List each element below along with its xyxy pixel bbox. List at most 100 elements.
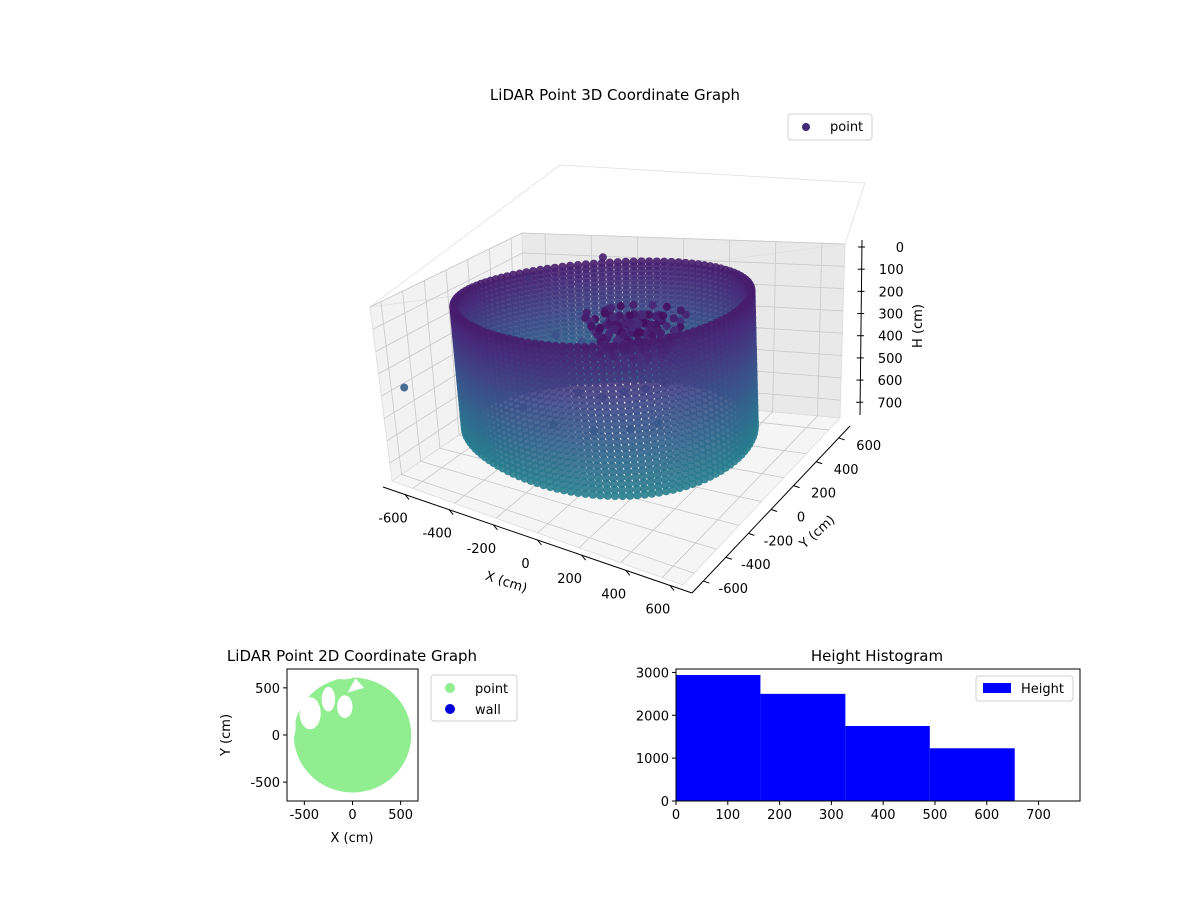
- tick-label-x: 500: [388, 808, 413, 823]
- grid-z-line: [372, 252, 845, 330]
- tick-label-x: -400: [422, 527, 452, 542]
- scatter-point: [638, 311, 647, 320]
- wall-point: [672, 362, 681, 371]
- wall-point: [671, 430, 680, 439]
- wall-point: [648, 416, 657, 425]
- tick-label-y: -600: [719, 582, 749, 597]
- wall-point: [650, 440, 659, 449]
- wall-point: [645, 459, 654, 468]
- scatter-point: [659, 311, 668, 320]
- hist-axes-frame: [675, 668, 1081, 802]
- tick-x: [492, 524, 498, 531]
- tick-label-y: -200: [764, 534, 794, 549]
- wall-point: [670, 424, 679, 433]
- wall-point: [673, 374, 682, 383]
- wall-point: [681, 469, 690, 479]
- point-cloud-disc: [293, 677, 412, 793]
- wall-point: [649, 428, 658, 437]
- wall-point: [668, 394, 677, 403]
- tick-label-y: -500: [250, 776, 280, 791]
- tick-y: [793, 485, 800, 489]
- wall-point: [618, 491, 627, 501]
- wall-point: [661, 487, 671, 496]
- wall-point: [636, 448, 645, 457]
- wall-point: [631, 473, 640, 482]
- wall-point: [611, 420, 620, 429]
- tick-label-y: 200: [811, 487, 836, 502]
- wall-point: [622, 377, 631, 386]
- scatter-point: [671, 326, 680, 335]
- wall-point: [678, 434, 687, 443]
- wall-point: [687, 473, 697, 483]
- plot2d-legend-label-point: point: [475, 682, 508, 697]
- wall-point: [669, 406, 678, 415]
- plot2d-legend: point wall: [430, 674, 518, 722]
- wall-point: [552, 484, 562, 493]
- wall-point: [681, 390, 690, 399]
- tick-y: [725, 556, 733, 560]
- wall-point: [677, 422, 686, 431]
- scatter-point: [625, 311, 634, 320]
- hist-bars: [676, 675, 1015, 801]
- tick-label-x: 400: [871, 808, 896, 823]
- wall-point: [539, 480, 548, 490]
- wall-point: [638, 393, 648, 402]
- wall-point: [650, 355, 659, 364]
- wall-point: [611, 347, 621, 357]
- plot3d-legend: point: [787, 113, 873, 141]
- wall-point: [640, 411, 649, 420]
- wall-point: [673, 453, 682, 463]
- tick-label-y: -400: [741, 558, 771, 573]
- wall-point: [655, 415, 664, 424]
- scatter-point: [587, 322, 596, 331]
- tick-label-x: 300: [819, 808, 844, 823]
- wall-point: [639, 478, 648, 487]
- wall-point: [620, 431, 629, 440]
- wall-point: [635, 357, 644, 366]
- tick-label-z: 400: [878, 330, 903, 345]
- wall-point: [656, 341, 665, 351]
- scatter-point: [598, 253, 607, 262]
- scatter-point: [593, 331, 602, 340]
- grid-y-line: [423, 280, 740, 526]
- tick-label-x: 0: [521, 557, 529, 572]
- wall-point: [675, 483, 684, 493]
- hist-title: Height Histogram: [811, 647, 943, 665]
- wall-point: [644, 368, 653, 377]
- wall-point: [652, 458, 661, 467]
- tick-label-z: 600: [878, 374, 903, 389]
- wall-point: [648, 337, 658, 346]
- wall-point: [620, 353, 629, 362]
- wall-point: [615, 389, 625, 399]
- wall-point: [688, 479, 697, 489]
- tick-label-z: 200: [879, 285, 904, 300]
- tick-label-x: 400: [601, 587, 626, 602]
- wall-point: [661, 395, 670, 405]
- wall-point: [686, 455, 695, 465]
- hist-legend-swatch: [983, 683, 1011, 693]
- scatter-point: [634, 319, 643, 328]
- plot3d-legend-label: point: [830, 120, 863, 135]
- plot2d-title: LiDAR Point 2D Coordinate Graph: [227, 647, 477, 665]
- tick-label-y: 400: [834, 463, 859, 478]
- wall-point: [684, 341, 693, 350]
- wall-point: [665, 443, 674, 452]
- wall-point: [637, 381, 647, 390]
- wall-point: [659, 371, 668, 381]
- wall-point: [641, 344, 651, 353]
- scatter-point: [610, 324, 619, 333]
- hist-ticks: 0 100 200 300 400 500 600 700 0 1000 2000 3000: [636, 666, 1051, 823]
- tick-label-x: 100: [715, 808, 740, 823]
- scatter-point: [657, 328, 665, 337]
- plot3d-ticks: -600-400-2000200400600-600-400-200020040…: [378, 241, 904, 617]
- wall-point: [667, 382, 676, 391]
- grid-y-line: [380, 301, 695, 574]
- tick-label-x: 600: [646, 602, 671, 617]
- tick-label-x: 200: [557, 572, 582, 587]
- wall-point: [654, 403, 663, 412]
- wall-point: [633, 412, 642, 421]
- wall-point: [629, 376, 639, 385]
- grid-x-line: [661, 243, 823, 578]
- tick-label-y: 600: [856, 439, 881, 454]
